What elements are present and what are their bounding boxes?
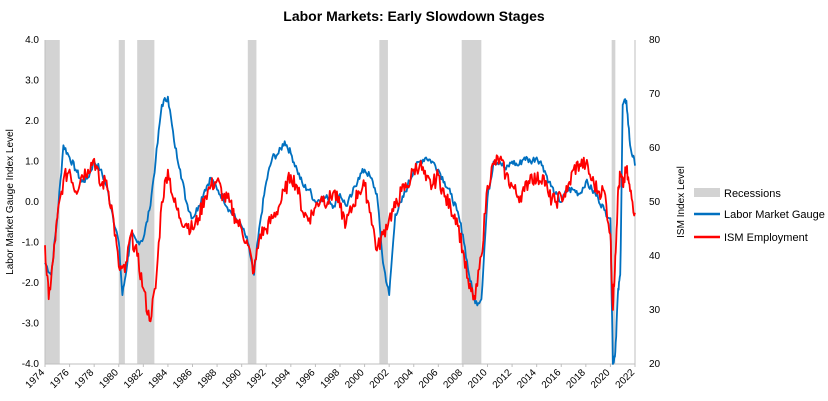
recession-band-1 <box>118 40 125 364</box>
left-tick-label: 1.0 <box>25 157 39 168</box>
left-tick-label: 2.0 <box>25 116 39 127</box>
x-tick-label: 2002 <box>368 367 392 391</box>
x-tick-label: 2006 <box>417 367 441 391</box>
x-tick-label: 2014 <box>515 367 539 391</box>
left-tick-label: 3.0 <box>25 76 39 87</box>
recession-band-0 <box>45 40 60 364</box>
legend-ism-label: ISM Employment <box>724 232 808 244</box>
labor-market-gauge-line <box>44 95 636 365</box>
x-tick-label: 1990 <box>220 367 244 391</box>
recession-band-5 <box>461 40 482 364</box>
left-tick-label: 4.0 <box>25 35 39 46</box>
x-tick-label: 1988 <box>196 367 220 391</box>
x-tick-label: 2004 <box>392 367 416 391</box>
recession-band-4 <box>379 40 388 364</box>
x-tick-label: 1998 <box>319 367 343 391</box>
x-tick-label: 2008 <box>442 367 466 391</box>
x-tick-label: 1978 <box>73 367 97 391</box>
x-tick-label: 2012 <box>491 367 515 391</box>
legend-recessions-swatch <box>694 188 720 197</box>
legend: Recessions Labor Market Gauge ISM Employ… <box>694 188 825 244</box>
x-tick-label: 1980 <box>97 367 121 391</box>
x-tick-label: 2016 <box>540 367 564 391</box>
left-tick-label: -2.0 <box>22 278 40 289</box>
x-tick-labels: 1974 1976 1978 1980 1982 1984 1986 1988 1990 1992… <box>24 364 638 391</box>
left-tick-label: -4.0 <box>22 359 40 370</box>
recession-band-6 <box>611 40 616 364</box>
x-tick-label: 1976 <box>48 367 72 391</box>
chart-title: Labor Markets: Early Slowdown Stages <box>283 8 545 24</box>
right-tick-label: 80 <box>649 35 661 46</box>
left-tick-labels: 4.0 3.0 2.0 1.0 0.0 -1.0 -2.0 -3.0 -4.0 <box>22 35 40 370</box>
x-tick-label: 2010 <box>466 367 490 391</box>
legend-recessions-label: Recessions <box>724 188 781 200</box>
right-tick-label: 20 <box>649 359 661 370</box>
right-tick-label: 50 <box>649 197 661 208</box>
series-lines <box>44 95 636 365</box>
right-tick-label: 70 <box>649 89 661 100</box>
right-tick-label: 60 <box>649 143 661 154</box>
recession-band-3 <box>247 40 257 364</box>
x-tick-label: 1996 <box>294 367 318 391</box>
right-tick-label: 40 <box>649 251 661 262</box>
left-tick-label: 0.0 <box>25 197 39 208</box>
x-tick-label: 1974 <box>24 367 48 391</box>
x-tick-label: 2020 <box>589 367 613 391</box>
x-tick-label: 1994 <box>269 367 293 391</box>
left-tick-label: -1.0 <box>22 238 40 249</box>
x-tick-label: 2000 <box>343 367 367 391</box>
x-tick-label: 1992 <box>245 367 269 391</box>
x-tick-label: 1982 <box>122 367 146 391</box>
x-tick-label: 2022 <box>614 367 638 391</box>
x-tick-label: 2018 <box>564 367 588 391</box>
ism-employment-line <box>44 154 636 323</box>
right-tick-label: 30 <box>649 305 661 316</box>
x-tick-label: 1986 <box>171 367 195 391</box>
x-tick-label: 1984 <box>147 367 171 391</box>
right-tick-labels: 80 70 60 50 40 30 20 <box>649 35 661 370</box>
left-tick-label: -3.0 <box>22 319 40 330</box>
legend-gauge-label: Labor Market Gauge <box>724 209 825 221</box>
right-axis-label: ISM Index Level <box>676 166 687 238</box>
left-axis-label: Labor Market Gauge Index Level <box>5 129 16 275</box>
